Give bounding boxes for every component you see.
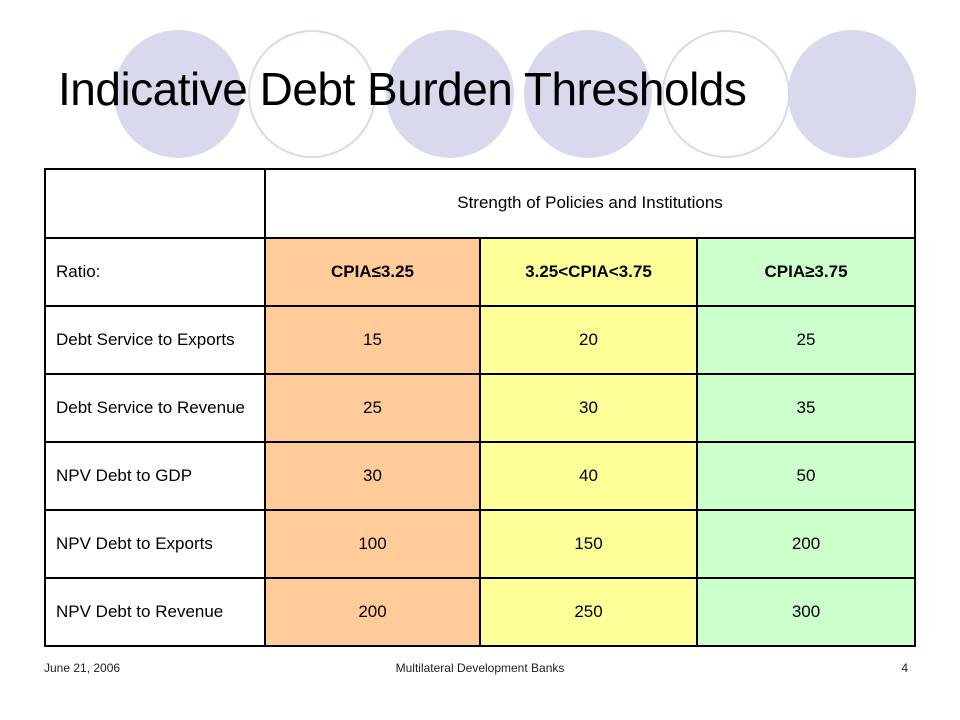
page-number: 4 <box>901 661 908 675</box>
threshold-table: Strength of Policies and Institutions Ra… <box>44 168 917 647</box>
column-header-mid: 3.25<CPIA<3.75 <box>479 237 698 307</box>
table-column-header-row: Ratio: CPIA≤3.25 3.25<CPIA<3.75 CPIA≥3.7… <box>44 237 917 307</box>
table-row: Debt Service to Revenue 25 30 35 <box>44 373 917 443</box>
column-header-low: CPIA≤3.25 <box>264 237 481 307</box>
row-label: Debt Service to Exports <box>44 305 266 375</box>
table-cell: 200 <box>695 509 917 579</box>
table-row: NPV Debt to Revenue 200 250 300 <box>44 577 917 647</box>
table-cell: 25 <box>264 373 481 443</box>
row-label: NPV Debt to GDP <box>44 441 266 511</box>
table-row: Debt Service to Exports 15 20 25 <box>44 305 917 375</box>
footer-date: June 21, 2006 <box>44 661 121 675</box>
table-cell: 100 <box>264 509 481 579</box>
table-cell: 200 <box>264 577 481 647</box>
decorative-circle <box>524 30 652 158</box>
decorative-circle <box>386 30 514 158</box>
table-cell: 25 <box>695 305 917 375</box>
table-cell: 20 <box>479 305 698 375</box>
table-cell: 35 <box>695 373 917 443</box>
footer-title: Multilateral Development Banks <box>395 661 565 675</box>
policy-strength-header: Strength of Policies and Institutions <box>263 168 917 239</box>
table-cell: 300 <box>695 577 917 647</box>
row-label: Debt Service to Revenue <box>44 373 266 443</box>
row-label: NPV Debt to Exports <box>44 509 266 579</box>
slide-title: Indicative Debt Burden Thresholds <box>58 63 747 115</box>
decorative-circle <box>788 30 916 158</box>
decorative-circle <box>114 30 242 158</box>
table-cell: 250 <box>479 577 698 647</box>
table-row: NPV Debt to Exports 100 150 200 <box>44 509 917 579</box>
table-cell: 30 <box>264 441 481 511</box>
table-row: NPV Debt to GDP 30 40 50 <box>44 441 917 511</box>
table-header-row: Strength of Policies and Institutions <box>44 168 917 239</box>
row-label: NPV Debt to Revenue <box>44 577 266 647</box>
table-cell: 150 <box>479 509 698 579</box>
empty-corner-cell <box>44 168 266 239</box>
table-cell: 50 <box>695 441 917 511</box>
table-cell: 30 <box>479 373 698 443</box>
decorative-circle <box>248 30 376 158</box>
ratio-header: Ratio: <box>44 237 266 307</box>
table-cell: 15 <box>264 305 481 375</box>
column-header-high: CPIA≥3.75 <box>695 237 917 307</box>
table-cell: 40 <box>479 441 698 511</box>
